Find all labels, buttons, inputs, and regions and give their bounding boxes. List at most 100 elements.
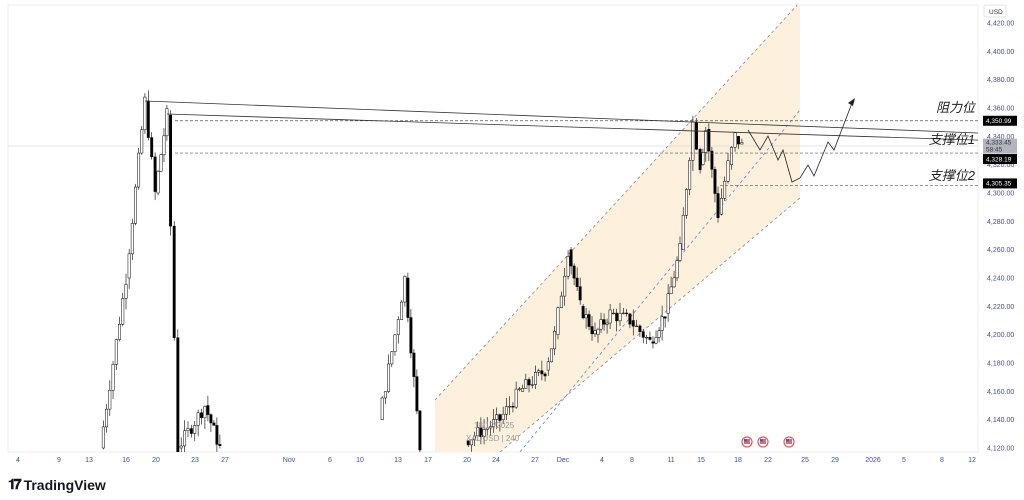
candle-up <box>143 96 147 131</box>
time-tick-label: Dec <box>557 457 570 464</box>
arrow-head-icon <box>848 98 855 106</box>
price-tick-label: 4,400.00 <box>987 49 1014 56</box>
resistance-trendline-2[interactable] <box>166 113 1005 141</box>
candle-up <box>393 334 397 353</box>
candle-down <box>212 422 216 426</box>
currency-label[interactable]: USD <box>989 9 1003 16</box>
candle-up <box>675 260 679 279</box>
candle-up <box>134 186 137 224</box>
candle-down <box>527 379 531 386</box>
candle-down <box>713 169 717 194</box>
candle-down <box>581 306 585 319</box>
price-tick-label: 4,280.00 <box>987 219 1014 226</box>
channel-midline[interactable] <box>519 109 801 452</box>
candle-up <box>396 319 400 335</box>
time-tick-label: 22 <box>764 457 772 464</box>
candle-up <box>130 223 134 255</box>
candle-up <box>672 277 676 288</box>
candle-up <box>660 316 664 331</box>
candle-down <box>172 225 176 338</box>
candle-up <box>654 337 658 344</box>
candle-down <box>150 137 154 158</box>
candle-up <box>165 108 169 137</box>
projection-path[interactable] <box>747 102 853 183</box>
candle-up <box>621 312 625 315</box>
time-tick-label: 9 <box>57 457 61 464</box>
us-flag-icon[interactable] <box>757 436 769 448</box>
candle-up <box>111 364 115 391</box>
candle-down <box>209 414 213 424</box>
time-tick-label: 27 <box>221 457 229 464</box>
price-tick-label: 4,380.00 <box>987 77 1014 84</box>
time-tick-label: 18 <box>734 457 742 464</box>
candle-up <box>517 388 521 390</box>
candle-up <box>678 243 682 261</box>
resistance-trendline[interactable] <box>144 100 1005 134</box>
candle-up <box>203 406 207 419</box>
time-tick-label: 15 <box>697 457 705 464</box>
candle-up <box>563 275 567 297</box>
us-flag-icon[interactable] <box>741 436 753 448</box>
level-label[interactable]: 支撑位1 <box>929 132 975 147</box>
us-flag-icon[interactable] <box>783 436 795 448</box>
time-axis[interactable]: 4 9 13 16 20 23 27 Nov 6 10 13 17 20 24 27 Dec 4 8 11 15 18 2… <box>16 457 976 464</box>
candle-up <box>186 428 190 431</box>
candle-down <box>615 312 619 322</box>
candle-down <box>575 277 579 287</box>
candle-down <box>169 114 173 227</box>
tradingview-logo[interactable]: 𝟏𝟕 TradingView <box>8 476 106 493</box>
price-tick-label: 4,360.00 <box>987 106 1014 113</box>
level-price-text: 4,305.35 <box>986 181 1012 188</box>
candle-down <box>698 148 702 170</box>
candle-up <box>726 160 730 182</box>
time-tick-label: 25 <box>801 457 809 464</box>
candle-down <box>498 414 502 421</box>
candle-down <box>412 352 416 377</box>
level-label[interactable]: 支撑位2 <box>929 168 976 183</box>
candle-down <box>418 410 422 451</box>
candle-up <box>530 384 534 386</box>
candle-down <box>200 412 203 419</box>
candle-down <box>641 331 645 338</box>
candle-up <box>611 312 615 315</box>
candle-up <box>593 330 597 335</box>
candle-down <box>176 337 180 452</box>
event-flags[interactable] <box>741 436 795 448</box>
candle-up <box>514 388 518 408</box>
level-label[interactable]: 阻力位 <box>936 100 977 115</box>
candle-down <box>569 249 573 267</box>
candle-up <box>508 406 512 408</box>
candle-down <box>540 370 544 375</box>
candle-up <box>196 412 200 426</box>
candle-down <box>648 336 652 340</box>
candle-down <box>587 314 591 327</box>
candle-down <box>479 427 483 437</box>
candle-up <box>618 313 622 322</box>
candle-up <box>521 388 525 392</box>
candle-up <box>553 331 557 350</box>
channel-upper-line[interactable] <box>434 2 800 401</box>
candle-down <box>415 376 419 412</box>
candle-down <box>511 406 515 408</box>
time-tick-label: 13 <box>394 457 402 464</box>
time-tick-label: 29 <box>831 457 839 464</box>
level-price-tag <box>983 178 1017 189</box>
candle-up <box>730 147 733 165</box>
price-tick-label: 4,320.00 <box>987 162 1014 169</box>
candle-up <box>537 370 541 373</box>
candle-down <box>215 425 219 445</box>
candle-up <box>688 160 692 190</box>
price-tick-label: 4,340.00 <box>987 134 1014 141</box>
candle-up <box>124 284 128 299</box>
price-axis[interactable]: 4,120.00 4,140.00 4,160.00 4,180.00 4,200.00… <box>987 21 1014 453</box>
candle-down <box>710 150 714 170</box>
time-tick-label: 27 <box>531 457 539 464</box>
candle-up <box>390 351 394 365</box>
candle-up <box>605 322 609 325</box>
candle-up <box>127 253 131 279</box>
candles <box>101 90 744 452</box>
candle-up <box>704 130 708 153</box>
price-chart[interactable]: 18/12/2025 XAUUSD | 240 4,120.00 4,140.00… <box>0 0 1024 470</box>
candle-down <box>663 316 667 319</box>
time-tick-label: 16 <box>122 457 130 464</box>
